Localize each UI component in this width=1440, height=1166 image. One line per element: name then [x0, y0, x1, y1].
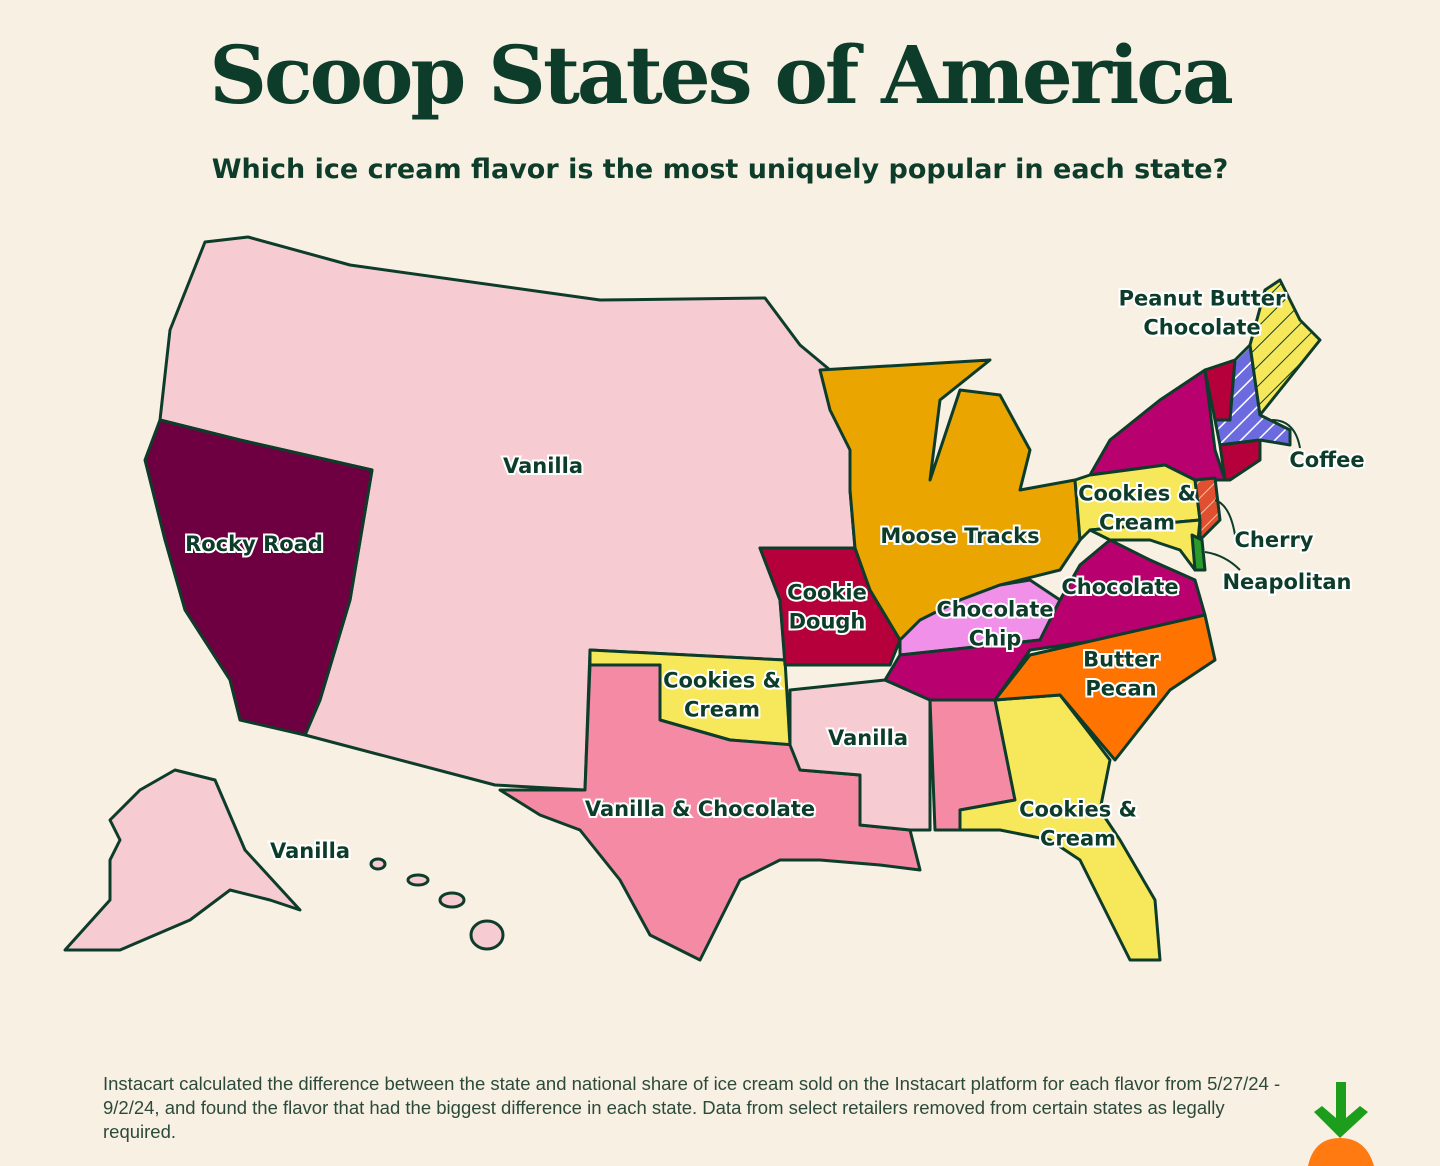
logo-leaf: [1314, 1082, 1368, 1138]
region-label: Chocolate: [1143, 316, 1260, 340]
leader-line: [1271, 419, 1301, 449]
leader-line: [1204, 551, 1241, 571]
region-label: Neapolitan: [1222, 570, 1351, 594]
map: Vanilla Rocky Road Moose Tracks Cookie Dough…: [63, 235, 1367, 962]
region-label: Cream: [1040, 827, 1116, 851]
region-label: Moose Tracks: [880, 524, 1039, 548]
region-label: Butter: [1083, 648, 1159, 672]
region-label: Cookies &: [1019, 798, 1137, 822]
region-maine: [1248, 278, 1322, 417]
region-label: Pecan: [1085, 677, 1156, 701]
title: Scoop States of America: [209, 28, 1234, 122]
region-new-york: [1088, 368, 1227, 482]
region-california-nevada: [143, 418, 374, 737]
region-label: Peanut Butter: [1119, 287, 1286, 311]
logo: [1308, 1082, 1374, 1166]
region-new-jersey: [1193, 476, 1222, 542]
region-midwest: [818, 358, 1082, 642]
region-label: Vanilla: [503, 454, 583, 478]
hawaii: [406, 873, 430, 887]
region-label: Cream: [1099, 511, 1175, 535]
region-alaska: [63, 768, 302, 952]
region-label: Cookies &: [663, 669, 781, 693]
region-texas-louisiana: [498, 663, 922, 962]
logo-carrot: [1308, 1138, 1374, 1166]
region-connecticut: [1218, 438, 1262, 482]
hawaii: [369, 857, 387, 871]
region-label: Cream: [684, 698, 760, 722]
subtitle: Which ice cream flavor is the most uniqu…: [211, 154, 1229, 185]
region-label: Dough: [789, 610, 866, 634]
region-label: Vanilla: [828, 726, 908, 750]
region-label: Rocky Road: [185, 532, 323, 556]
region-label: Cherry: [1234, 528, 1313, 552]
region-georgia-florida: [958, 693, 1162, 962]
region-delaware: [1190, 533, 1207, 572]
region-label: Cookie: [787, 581, 867, 605]
region-label: Vanilla: [270, 839, 350, 863]
hawaii: [438, 891, 466, 909]
leader-line: [1214, 499, 1236, 536]
region-label: Chocolate: [1061, 575, 1178, 599]
region-carolinas: [993, 613, 1217, 762]
footnote: Instacart calculated the difference betw…: [103, 1073, 1281, 1142]
hawaii: [469, 919, 505, 951]
region-label: Vanilla & Chocolate: [585, 797, 815, 821]
region-label: Chocolate: [936, 598, 1053, 622]
region-label: Chip: [969, 627, 1022, 651]
region-label: Coffee: [1289, 448, 1364, 472]
region-label: Cookies &: [1078, 482, 1196, 506]
